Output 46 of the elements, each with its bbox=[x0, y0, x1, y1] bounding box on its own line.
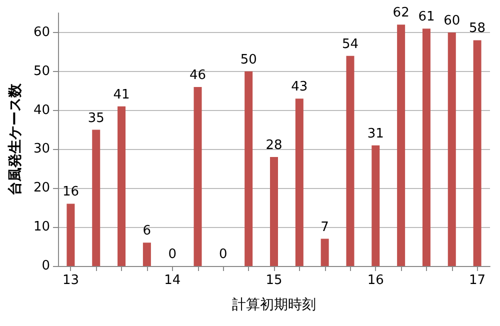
y-axis-title: 台風発生ケース数 bbox=[8, 82, 24, 196]
x-tick-label: 17 bbox=[469, 273, 486, 288]
data-label: 6 bbox=[142, 224, 152, 239]
data-label: 41 bbox=[113, 87, 130, 102]
data-label: 50 bbox=[240, 52, 257, 68]
bar bbox=[118, 106, 126, 266]
data-label: 43 bbox=[291, 80, 308, 95]
data-label: 54 bbox=[342, 36, 359, 52]
y-tick-label: 30 bbox=[33, 142, 50, 157]
y-tick-label: 0 bbox=[42, 258, 50, 274]
x-tick-label: 16 bbox=[367, 273, 384, 288]
bar bbox=[194, 86, 202, 266]
bar bbox=[320, 238, 329, 266]
y-tick-label: 50 bbox=[33, 64, 50, 79]
bar bbox=[397, 24, 406, 266]
y-tick-label: 10 bbox=[33, 220, 50, 235]
data-label: 16 bbox=[62, 184, 79, 200]
data-label: 35 bbox=[88, 110, 104, 126]
data-label: 7 bbox=[320, 220, 329, 235]
y-tick-label: 40 bbox=[33, 102, 50, 118]
data-label: 62 bbox=[392, 6, 410, 21]
y-tick-label: 60 bbox=[33, 24, 50, 40]
bar bbox=[473, 40, 482, 266]
bar bbox=[92, 130, 100, 266]
data-label: 46 bbox=[189, 68, 206, 83]
data-label: 61 bbox=[418, 10, 435, 25]
bar bbox=[448, 32, 456, 266]
x-tick-label: 13 bbox=[62, 273, 79, 288]
bar bbox=[244, 71, 253, 266]
bar bbox=[66, 204, 75, 266]
bar bbox=[295, 98, 304, 266]
y-tick-label: 20 bbox=[33, 180, 50, 196]
x-tick-label: 15 bbox=[266, 273, 282, 288]
data-label: 58 bbox=[469, 21, 486, 36]
bar bbox=[270, 157, 278, 266]
bar bbox=[142, 242, 151, 266]
bar bbox=[372, 145, 380, 266]
data-label: 0 bbox=[219, 247, 228, 262]
x-tick-label: 14 bbox=[164, 273, 181, 288]
data-label: 28 bbox=[266, 138, 282, 154]
bar bbox=[346, 56, 354, 266]
data-label: 60 bbox=[444, 13, 460, 28]
bar bbox=[422, 28, 430, 266]
x-axis-title: 計算初期時刻 bbox=[232, 297, 316, 313]
data-label: 0 bbox=[168, 247, 176, 262]
data-label: 31 bbox=[367, 126, 384, 142]
